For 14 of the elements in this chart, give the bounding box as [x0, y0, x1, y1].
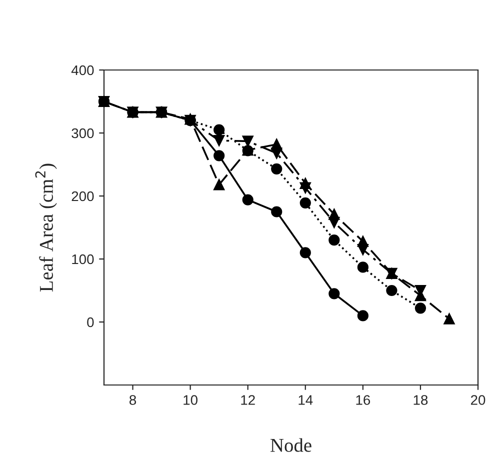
- y-axis-title: Leaf Area (cm$^{2}$): [35, 164, 57, 292]
- x-tick-label: 20: [470, 395, 486, 405]
- x-tick-label: 12: [241, 395, 255, 405]
- y-tick-label: 200: [72, 191, 94, 202]
- y-tick-label: 400: [71, 65, 94, 76]
- y-tick-label: 0: [87, 317, 94, 328]
- x-tick-label: 16: [356, 395, 370, 405]
- x-tick-label: 8: [130, 395, 136, 405]
- x-tick-label: 18: [414, 395, 428, 405]
- x-tick-label: 14: [298, 395, 313, 405]
- y-tick-label: 300: [72, 128, 94, 138]
- x-axis-title: Node: [270, 438, 312, 452]
- x-tick-label: 10: [184, 395, 198, 405]
- y-tick-label: 100: [72, 254, 94, 264]
